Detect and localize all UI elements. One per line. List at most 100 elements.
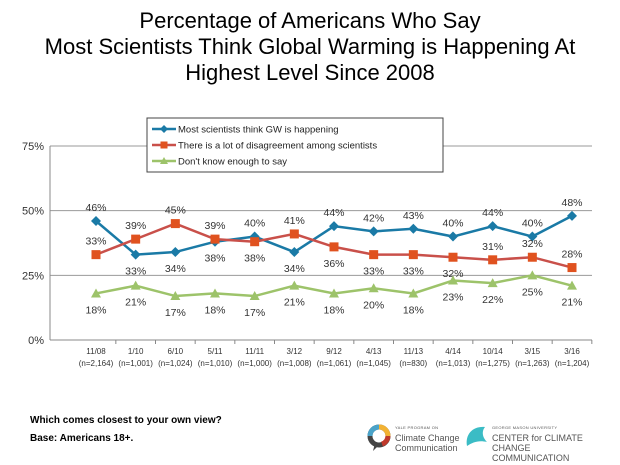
x-sample-size: (n=1,001) bbox=[118, 359, 153, 368]
data-label: 22% bbox=[482, 294, 503, 306]
data-point-triangle bbox=[329, 288, 339, 298]
data-point-square bbox=[91, 250, 101, 260]
data-label: 18% bbox=[323, 304, 344, 316]
data-label: 43% bbox=[403, 210, 424, 222]
x-tick-label: 11/08 bbox=[86, 347, 106, 356]
y-tick-label: 25% bbox=[22, 270, 44, 282]
data-label: 33% bbox=[85, 236, 106, 248]
footer-question: Which comes closest to your own view? bbox=[30, 415, 222, 426]
x-tick-label: 3/15 bbox=[525, 347, 541, 356]
data-point-diamond bbox=[448, 231, 458, 242]
data-point-diamond bbox=[408, 223, 419, 234]
y-tick-label: 75% bbox=[22, 141, 44, 153]
x-sample-size: (n=1,263) bbox=[515, 359, 550, 368]
x-sample-size: (n=2,164) bbox=[79, 359, 114, 368]
data-label: 32% bbox=[522, 238, 543, 250]
data-label: 34% bbox=[165, 263, 186, 275]
data-point-triangle bbox=[408, 288, 419, 298]
data-label: 18% bbox=[85, 304, 106, 316]
data-point-triangle bbox=[527, 270, 538, 280]
data-point-square bbox=[289, 229, 299, 239]
data-label: 39% bbox=[204, 220, 225, 232]
data-label: 31% bbox=[482, 241, 503, 253]
data-point-diamond bbox=[487, 221, 498, 232]
yale-logo-text: YALE PROGRAM ON Climate Change Communica… bbox=[395, 425, 460, 453]
data-point-square bbox=[131, 234, 141, 244]
data-point-triangle bbox=[448, 275, 458, 285]
legend-marker-square bbox=[160, 141, 168, 149]
data-point-diamond bbox=[527, 231, 538, 242]
legend-marker-triangle bbox=[160, 157, 168, 164]
gmu-logo bbox=[463, 424, 489, 455]
x-tick-label: 10/14 bbox=[483, 347, 504, 356]
x-sample-size: (n=1,045) bbox=[356, 359, 391, 368]
data-point-diamond bbox=[170, 247, 181, 258]
data-point-diamond bbox=[91, 216, 101, 227]
data-label: 25% bbox=[522, 286, 543, 298]
data-label: 33% bbox=[125, 266, 146, 278]
data-label: 33% bbox=[363, 266, 384, 278]
data-label: 17% bbox=[165, 307, 186, 319]
data-label: 21% bbox=[561, 297, 582, 309]
data-label: 44% bbox=[482, 207, 503, 219]
data-point-diamond bbox=[567, 210, 577, 221]
data-point-triangle bbox=[249, 291, 260, 301]
data-point-square bbox=[210, 234, 220, 244]
x-tick-label: 9/12 bbox=[326, 347, 342, 356]
data-point-triangle bbox=[91, 288, 101, 298]
y-tick-label: 0% bbox=[28, 335, 44, 347]
data-point-diamond bbox=[329, 221, 339, 232]
x-sample-size: (n=1,013) bbox=[436, 359, 471, 368]
chart-title: Percentage of Americans Who Say Most Sci… bbox=[0, 8, 620, 86]
data-point-square bbox=[448, 252, 458, 262]
data-label: 34% bbox=[284, 263, 305, 275]
data-point-square bbox=[488, 255, 498, 265]
data-label: 32% bbox=[442, 268, 463, 280]
data-point-triangle bbox=[368, 283, 379, 293]
legend-label: There is a lot of disagreement among sci… bbox=[178, 141, 377, 152]
data-label: 39% bbox=[125, 220, 146, 232]
yale-logo-icon bbox=[367, 424, 391, 451]
x-sample-size: (n=1,008) bbox=[277, 359, 312, 368]
data-point-triangle bbox=[130, 280, 141, 290]
data-label: 33% bbox=[403, 266, 424, 278]
legend-label: Most scientists think GW is happening bbox=[178, 125, 339, 136]
title-line-1: Percentage of Americans Who Say bbox=[139, 8, 481, 33]
x-sample-size: (n=1,275) bbox=[475, 359, 510, 368]
data-label: 45% bbox=[165, 205, 186, 217]
x-tick-label: 4/13 bbox=[366, 347, 382, 356]
data-label: 23% bbox=[442, 292, 463, 304]
data-label: 41% bbox=[284, 215, 305, 227]
x-tick-label: 11/11 bbox=[245, 347, 264, 356]
yale-logo bbox=[367, 424, 391, 457]
data-point-square bbox=[567, 263, 577, 273]
data-label: 36% bbox=[323, 258, 344, 270]
legend-marker-diamond bbox=[160, 125, 168, 133]
data-label: 40% bbox=[522, 218, 543, 230]
x-sample-size: (n=1,204) bbox=[555, 359, 590, 368]
data-point-square bbox=[250, 237, 260, 247]
title-line-3: Highest Level Since 2008 bbox=[185, 60, 435, 85]
gmu-logo-icon bbox=[466, 426, 487, 446]
legend-box bbox=[146, 117, 444, 173]
data-label: 40% bbox=[442, 218, 463, 230]
data-point-triangle bbox=[170, 291, 181, 301]
data-label: 40% bbox=[244, 218, 265, 230]
data-label: 18% bbox=[403, 304, 424, 316]
x-tick-label: 3/16 bbox=[564, 347, 580, 356]
x-sample-size: (n=830) bbox=[399, 359, 427, 368]
data-label: 17% bbox=[244, 307, 265, 319]
x-sample-size: (n=1,010) bbox=[198, 359, 233, 368]
x-tick-label: 4/14 bbox=[445, 347, 461, 356]
data-point-triangle bbox=[289, 280, 300, 290]
data-point-square bbox=[369, 250, 379, 260]
data-label: 44% bbox=[323, 207, 344, 219]
data-point-square bbox=[170, 219, 180, 229]
data-label: 28% bbox=[561, 249, 582, 261]
data-point-triangle bbox=[487, 278, 498, 288]
data-point-square bbox=[527, 252, 537, 262]
data-point-square bbox=[408, 250, 418, 260]
data-point-square bbox=[329, 242, 339, 252]
x-tick-label: 5/11 bbox=[208, 347, 224, 356]
x-sample-size: (n=1,061) bbox=[317, 359, 352, 368]
